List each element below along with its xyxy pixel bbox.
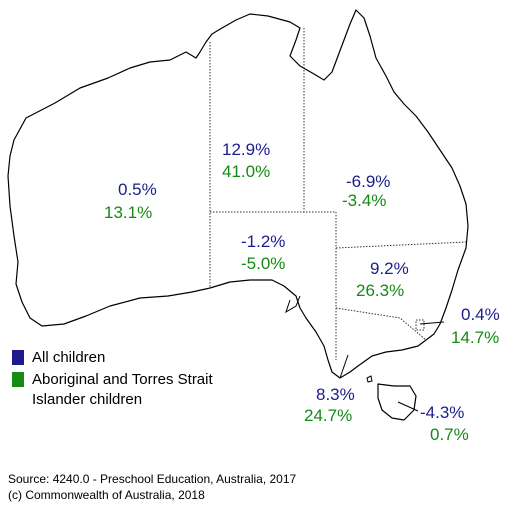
wa-all-children-value: 0.5%: [118, 180, 157, 199]
tas-all-children-value: -4.3%: [420, 403, 465, 422]
qld-all-children-value: -6.9%: [346, 172, 391, 191]
tasmania-outline: [377, 383, 417, 421]
mainland-outline: [7, 9, 469, 379]
nsw-atsi-value: 26.3%: [356, 281, 405, 300]
act-atsi-value: 14.7%: [451, 328, 500, 347]
legend-item-all-children: All children: [12, 348, 105, 368]
sa-all-children-value: -1.2%: [241, 232, 286, 251]
vic-leader-line: [339, 354, 349, 379]
act-leader-line: [419, 321, 445, 325]
sa-atsi-value: -5.0%: [241, 254, 286, 273]
qld-nsw-border: [335, 241, 467, 249]
legend-item-atsi-children: Aboriginal and Torres Strait Islander ch…: [12, 370, 213, 410]
nsw-vic-border: [335, 307, 427, 341]
legend-label-atsi-line2: Islander children: [32, 391, 143, 408]
nsw-all-children-value: 9.2%: [370, 259, 409, 278]
sa-gulf-outline: [285, 295, 301, 314]
qld-atsi-value: -3.4%: [342, 191, 387, 210]
act-border: [415, 319, 425, 331]
nt-atsi-value: 41.0%: [222, 162, 271, 181]
legend-label-atsi-line1: Aboriginal and Torres Strait: [32, 371, 213, 388]
legend-swatch-green: [12, 372, 24, 387]
wa-atsi-value: 13.1%: [104, 203, 153, 222]
vic-all-children-value: 8.3%: [316, 385, 355, 404]
copyright-line: (c) Commonwealth of Australia, 2018: [8, 488, 205, 502]
legend-swatch-blue: [12, 350, 24, 365]
bass-island: [366, 375, 373, 383]
source-line: Source: 4240.0 - Preschool Education, Au…: [8, 472, 297, 486]
act-all-children-value: 0.4%: [461, 305, 500, 324]
tas-leader-line: [397, 401, 419, 412]
state-borders: [209, 28, 467, 360]
tas-atsi-value: 0.7%: [430, 425, 469, 444]
nt-all-children-value: 12.9%: [222, 140, 271, 159]
vic-atsi-value: 24.7%: [304, 406, 353, 425]
legend-label-all-children: All children: [32, 349, 106, 366]
